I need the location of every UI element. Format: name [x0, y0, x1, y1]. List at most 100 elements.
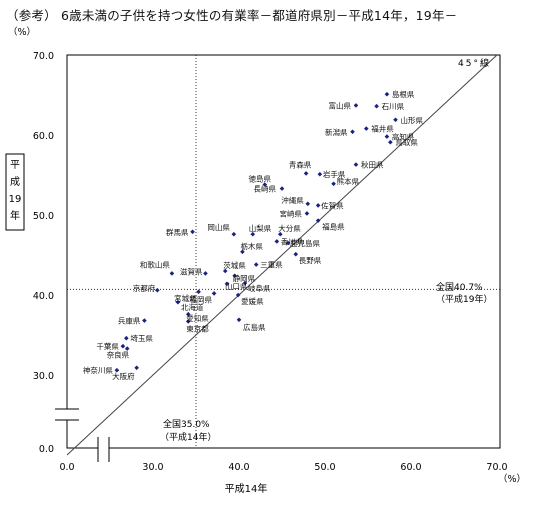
data-point [353, 162, 359, 167]
data-point [203, 271, 208, 276]
data-point [274, 239, 280, 244]
point-label: 岡山県 [207, 222, 230, 232]
data-point [242, 280, 248, 286]
data-point [236, 317, 242, 323]
data-point [196, 289, 201, 295]
x-axis-break-gap [98, 439, 109, 457]
data-point [277, 231, 283, 237]
plot-frame [55, 54, 501, 462]
diagonal-line [66, 54, 498, 456]
point-label: 佐賀県 [321, 200, 344, 210]
point-label: 東京都 [186, 323, 209, 333]
data-point [240, 249, 245, 255]
point-label: 富山県 [328, 100, 351, 110]
data-point [185, 319, 191, 324]
data-point [374, 103, 379, 109]
point-label: 長崎県 [254, 184, 277, 194]
x-tick-label: 30.0 [142, 462, 163, 473]
point-label: 秋田県 [361, 160, 384, 170]
point-label: 山梨県 [249, 223, 272, 233]
data-point [293, 251, 299, 257]
data-point [134, 365, 139, 371]
data-point [305, 201, 311, 207]
national-y-label-note: （平成19年） [436, 293, 492, 305]
data-point [114, 367, 120, 373]
data-point [250, 231, 256, 237]
data-point [120, 343, 126, 349]
y-axis-break-gap [58, 409, 76, 420]
data-point [262, 182, 268, 187]
data-point [232, 273, 237, 279]
point-label: 香川県 [281, 236, 304, 246]
point-label: 滋賀県 [180, 266, 203, 276]
national-x-label: 全国35.0% [163, 418, 210, 430]
data-point [235, 292, 241, 298]
data-point [279, 186, 285, 191]
data-point [363, 126, 369, 131]
data-point [190, 229, 195, 235]
data-point [224, 281, 230, 287]
data-point [175, 299, 181, 305]
x-tick-label: 60.0 [400, 462, 421, 473]
point-label: 岐阜県 [248, 283, 271, 293]
x-unit-label: （%） [498, 473, 526, 485]
data-point [317, 171, 323, 177]
y-tick-label: 60.0 [33, 131, 54, 142]
point-label: 三重県 [260, 261, 283, 270]
y-tick-label: 30.0 [33, 371, 54, 382]
data-point [315, 218, 321, 223]
y-tick-label: 50.0 [33, 211, 54, 222]
point-label: 兵庫県 [118, 316, 141, 326]
data-point [315, 203, 321, 208]
point-label: 神奈川県 [83, 365, 113, 375]
data-point [169, 271, 175, 276]
point-label: 山口県 [225, 281, 248, 291]
point-label: 新潟県 [325, 127, 348, 137]
data-point [331, 181, 336, 187]
point-label: 福井県 [371, 124, 394, 134]
point-label: 広島県 [243, 322, 266, 332]
point-label: 茨城県 [223, 260, 246, 270]
point-label: 京都府 [133, 283, 156, 293]
data-point [285, 240, 291, 246]
national-y-label: 全国40.7% [436, 281, 483, 293]
point-label: 鹿児島県 [290, 238, 320, 248]
y-tick-label: 0.0 [39, 444, 54, 455]
point-label: 大分県 [278, 223, 301, 233]
national-x-label-note: （平成14年） [160, 431, 216, 443]
point-label: 和歌山県 [140, 259, 170, 269]
point-label: 岩手県 [323, 169, 346, 179]
data-point [303, 171, 309, 176]
national-average-lines [67, 55, 500, 448]
point-label: 長野県 [299, 256, 322, 265]
point-label: 宮城県 [174, 293, 197, 303]
data-point [388, 139, 393, 145]
point-label: 愛知県 [186, 313, 209, 323]
point-label: 大阪府 [112, 371, 135, 381]
x-tick-label: 0.0 [59, 462, 74, 473]
x-tick-label: 50.0 [314, 462, 335, 473]
data-point [350, 129, 355, 135]
point-label: 福岡県 [190, 295, 213, 304]
data-point [124, 335, 129, 341]
y-tick-label: 70.0 [33, 51, 54, 62]
data-point [384, 91, 390, 97]
x-tick-label: 70.0 [486, 462, 507, 473]
point-label: 山形県 [401, 115, 424, 125]
data-point [353, 103, 359, 108]
data-point [142, 318, 147, 323]
data-point [393, 117, 398, 123]
y-axis-label-box [5, 153, 25, 231]
point-label: 沖縄県 [281, 195, 304, 205]
data-point [211, 291, 217, 296]
data-point [304, 211, 310, 216]
point-label: 福島県 [322, 222, 345, 232]
point-label: 青森県 [289, 159, 312, 169]
point-label: 静岡県 [233, 273, 256, 283]
point-label: 栃木県 [240, 241, 263, 251]
diagonal-line-label: 45°線 [458, 57, 491, 69]
point-label: 徳島県 [249, 174, 272, 184]
data-point [155, 287, 160, 293]
point-label: 埼玉県 [130, 333, 153, 343]
